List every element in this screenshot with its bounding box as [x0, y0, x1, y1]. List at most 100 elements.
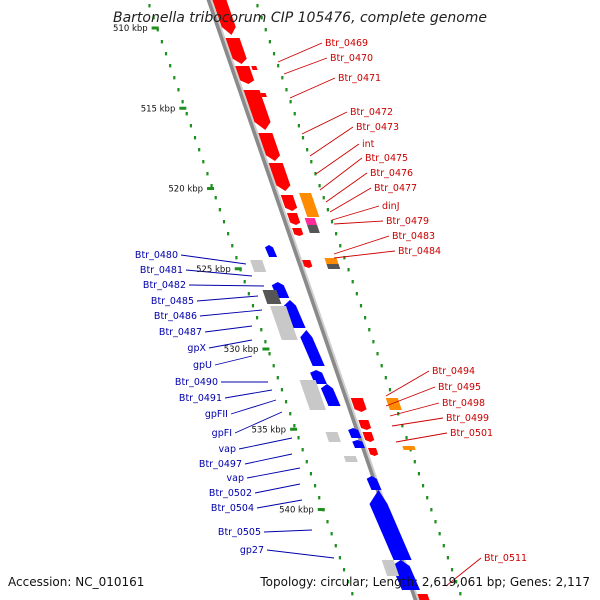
reverse-gene	[300, 330, 325, 366]
ruler-dot	[335, 232, 338, 236]
ruler-inner	[148, 4, 354, 596]
ruler-dot	[214, 196, 217, 200]
ruler-dot	[442, 544, 445, 548]
orange-feature	[303, 205, 320, 217]
ruler-dot	[330, 532, 333, 536]
reverse-gene	[320, 384, 341, 406]
ruler-dot	[343, 256, 346, 260]
tick-label: 540 kbp	[279, 506, 314, 516]
tick-mark	[262, 347, 270, 351]
forward-gene-label: Btr_0484	[398, 246, 441, 257]
forward-gene-label: Btr_0483	[392, 231, 435, 242]
label-leader	[199, 309, 263, 317]
forward-gene-label: Btr_0473	[356, 122, 399, 133]
ruler-outer	[256, 4, 462, 596]
ruler-dot	[322, 196, 325, 200]
ruler-dot	[326, 520, 329, 524]
tick-label: 530 kbp	[224, 345, 259, 355]
ruler-dot	[405, 436, 408, 440]
label-leader	[185, 269, 253, 277]
tick-label: 510 kbp	[113, 24, 148, 34]
forward-gene	[368, 448, 379, 456]
reverse-gene-label: Btr_0487	[159, 327, 202, 338]
label-leader	[283, 57, 328, 75]
label-leader	[254, 483, 301, 494]
forward-gene	[212, 0, 236, 35]
ruler-dot	[276, 376, 279, 380]
ruler-dot	[342, 568, 346, 572]
ruler-dot	[347, 268, 350, 272]
tick-mark	[151, 26, 159, 30]
ruler-dot	[247, 292, 250, 296]
accession: Accession: NC_010161	[8, 575, 144, 589]
ruler-dot	[148, 4, 151, 8]
ruler-dot	[314, 172, 317, 176]
ruler-dot	[264, 28, 267, 32]
forward-gene	[225, 38, 247, 64]
reverse-gene-label: Btr_0482	[143, 280, 186, 291]
label-leader	[244, 453, 293, 465]
forward-gene	[243, 90, 271, 130]
ruler-dot	[388, 388, 392, 392]
gray-feature	[270, 306, 298, 340]
label-leader	[238, 437, 293, 450]
ruler-dot	[272, 52, 276, 56]
ruler-dot	[268, 40, 271, 44]
reverse-gene	[348, 428, 362, 438]
ruler-dot	[198, 148, 201, 152]
ruler-dot	[301, 448, 304, 452]
reverse-gene-label: Btr_0481	[140, 265, 183, 276]
label-leader	[389, 402, 440, 417]
ruler-dot	[401, 424, 404, 428]
reverse-gene-label: Btr_0505	[218, 527, 261, 538]
label-leader	[234, 411, 283, 434]
ruler-dot	[376, 352, 379, 356]
ruler-dot	[189, 124, 192, 128]
ruler-dot	[156, 28, 159, 32]
ruler-dot	[227, 232, 230, 236]
label-leader	[333, 235, 390, 255]
reverse-gene-label: vap	[227, 473, 244, 484]
forward-gene	[292, 228, 304, 236]
ruler-dot	[421, 484, 425, 488]
ruler-dot	[193, 136, 197, 140]
ruler-dot	[231, 244, 234, 248]
forward-gene	[280, 195, 298, 211]
ruler-dot	[297, 436, 300, 440]
orange-feature	[385, 398, 402, 410]
reverse-gene	[366, 476, 382, 490]
ruler-dot	[281, 76, 284, 80]
ruler-dot	[293, 112, 296, 116]
label-leader	[196, 295, 259, 302]
forward-gene-label: Btr_0511	[484, 553, 527, 564]
tick-label: 535 kbp	[251, 425, 286, 435]
reverse-gene-label: Btr_0497	[199, 459, 242, 470]
reverse-gene-label: vap	[219, 444, 236, 455]
ruler-dot	[318, 496, 321, 500]
ruler-dot	[169, 64, 172, 68]
reverse-gene	[264, 245, 278, 257]
gray-feature	[325, 432, 341, 442]
ruler-dot	[326, 208, 329, 212]
label-leader	[445, 557, 482, 587]
ruler-dot	[305, 460, 308, 464]
ruler-dot	[173, 76, 176, 80]
ruler-dot	[218, 208, 221, 212]
forward-gene-label: int	[362, 139, 375, 150]
ruler-dot	[152, 16, 155, 20]
forward-gene	[235, 66, 255, 84]
reverse-gene-label: Btr_0490	[175, 377, 218, 388]
label-leader	[180, 254, 247, 265]
label-leader	[325, 172, 368, 203]
label-leader	[385, 386, 436, 407]
ruler-dot	[301, 136, 305, 140]
ruler-dot	[309, 472, 313, 476]
label-leader	[224, 389, 273, 399]
gene-features	[212, 0, 430, 600]
forward-gene-label: Btr_0494	[432, 366, 475, 377]
label-leader	[246, 467, 301, 479]
forward-gene-label: Btr_0477	[374, 183, 417, 194]
ruler-dot	[260, 16, 263, 20]
ruler-dot	[272, 364, 275, 368]
